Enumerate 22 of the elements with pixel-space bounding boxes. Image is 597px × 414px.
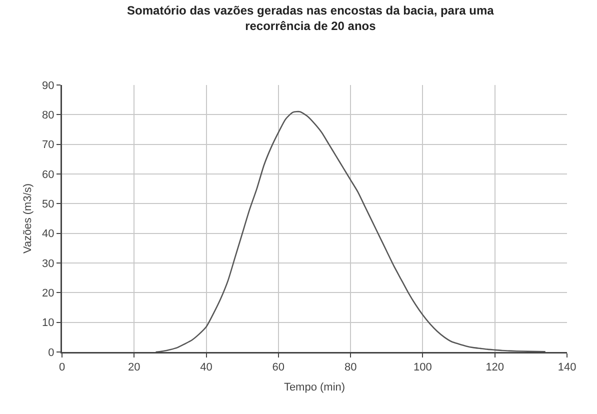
y-tick-label: 90 <box>42 80 54 92</box>
y-tick-label: 70 <box>42 139 54 152</box>
x-tick-label: 20 <box>128 362 140 374</box>
chart-title: Somatório das vazões geradas nas encostas da bacia, para uma recorrência de 20 anos <box>127 3 494 34</box>
x-tick-label: 80 <box>344 362 357 374</box>
x-tick-label: 100 <box>414 362 432 374</box>
y-tick-label: 30 <box>42 258 54 270</box>
y-tick-label: 10 <box>42 317 54 330</box>
y-tick-label: 60 <box>42 168 54 181</box>
y-tick-label: 20 <box>42 288 54 300</box>
x-tick-label: 140 <box>558 362 576 374</box>
x-tick-label: 40 <box>200 362 212 374</box>
x-tick-label: 60 <box>272 362 285 374</box>
y-axis-title: Vazões (m3/s) <box>22 183 34 254</box>
x-tick-label: 120 <box>486 362 504 374</box>
x-axis-title: Tempo (min) <box>284 382 346 394</box>
x-tick-label: 0 <box>58 362 66 374</box>
y-tick-label: 50 <box>42 198 54 211</box>
y-tick-label: 80 <box>42 110 54 122</box>
y-tick-label: 40 <box>42 228 54 240</box>
line-series <box>155 110 546 352</box>
y-tick-label: 0 <box>48 346 54 359</box>
